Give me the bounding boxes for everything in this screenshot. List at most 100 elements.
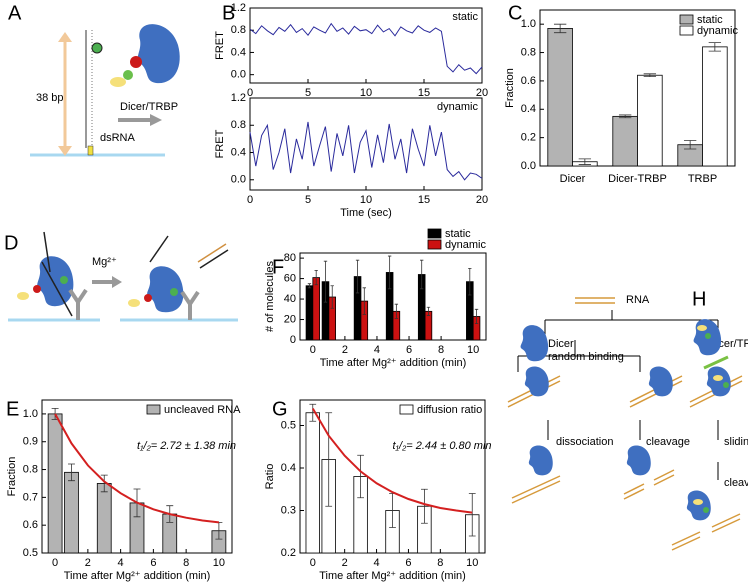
y-tick-label: 0.8 bbox=[521, 46, 536, 58]
legend-swatch bbox=[427, 228, 442, 239]
x-tick-label: 0 bbox=[52, 557, 58, 569]
diagram-text: dsRNA bbox=[100, 132, 136, 144]
error-bar bbox=[314, 270, 318, 286]
y-tick-label: 0.8 bbox=[23, 463, 38, 475]
y-tick-label: 1.0 bbox=[521, 18, 536, 30]
bar bbox=[305, 285, 314, 341]
legend-swatch bbox=[679, 25, 694, 36]
x-tick-label: 2 bbox=[342, 344, 348, 356]
y-axis-label: Ratio bbox=[264, 464, 276, 490]
legend-label: static bbox=[697, 14, 723, 26]
bar bbox=[637, 74, 663, 167]
x-tick-label: 10 bbox=[360, 87, 372, 99]
y-tick-label: 0.3 bbox=[281, 504, 296, 516]
y-tick-label: 20 bbox=[284, 313, 296, 325]
y-axis-label: Fraction bbox=[6, 457, 18, 497]
error-bar bbox=[420, 259, 424, 290]
trace bbox=[249, 22, 483, 75]
y-tick-label: 1.2 bbox=[231, 92, 246, 104]
x-tick-label: 2 bbox=[85, 557, 91, 569]
diagram-a: 38 bp dsRNA Dicer/TRBP bbox=[30, 24, 180, 157]
x-axis-label: Time after Mg²⁺ addition (min) bbox=[319, 570, 466, 582]
y-tick-label: 40 bbox=[284, 293, 296, 305]
error-bar bbox=[330, 285, 334, 309]
x-tick-label: 5 bbox=[305, 87, 311, 99]
diagram-text: 38 bp bbox=[36, 92, 64, 104]
diagram-text: Dicer bbox=[548, 338, 574, 350]
series-label: static bbox=[452, 11, 478, 23]
bar bbox=[702, 46, 728, 167]
panel-label: A bbox=[8, 2, 22, 24]
fit-curve bbox=[54, 413, 220, 524]
y-axis-label: # of molecules bbox=[264, 261, 276, 332]
y-tick-label: 0 bbox=[290, 334, 296, 346]
x-tick-label: 6 bbox=[406, 344, 412, 356]
x-tick-label: 10 bbox=[467, 344, 479, 356]
diagram-h: RNA Dicer random binding Dicer/TRBP diss… bbox=[507, 294, 748, 551]
bar bbox=[47, 413, 63, 554]
diagram-text: sliding bbox=[724, 436, 748, 448]
diagram-text: random binding bbox=[548, 351, 624, 363]
y-tick-label: 0.6 bbox=[23, 519, 38, 531]
legend-swatch bbox=[146, 404, 161, 415]
y-tick-label: 0.9 bbox=[23, 436, 38, 448]
legend-label: diffusion ratio bbox=[417, 404, 482, 416]
panel-label: E bbox=[6, 398, 19, 420]
bar bbox=[96, 483, 112, 554]
x-tick-label: 8 bbox=[437, 557, 443, 569]
diagram-text: RNA bbox=[626, 294, 650, 306]
x-tick-label: 10 bbox=[360, 194, 372, 206]
diagram-text: Dicer/TRBP bbox=[120, 101, 178, 113]
error-bar bbox=[468, 267, 472, 296]
x-axis-label: Time (sec) bbox=[340, 207, 392, 219]
annotation: t₁/₂= 2.44 ± 0.80 min bbox=[393, 440, 492, 452]
legend-label: dynamic bbox=[697, 25, 738, 37]
legend-label: static bbox=[445, 228, 471, 240]
x-axis-label: Time after Mg²⁺ addition (min) bbox=[64, 570, 211, 582]
y-tick-label: 0.4 bbox=[521, 103, 536, 115]
y-tick-label: 0.6 bbox=[521, 75, 536, 87]
legend-swatch bbox=[679, 14, 694, 25]
y-tick-label: 0.4 bbox=[231, 146, 246, 158]
x-tick-label: 4 bbox=[374, 344, 380, 356]
x-tick-label: 15 bbox=[418, 87, 430, 99]
diagram-text: Mg²⁺ bbox=[92, 256, 117, 268]
y-tick-label: 60 bbox=[284, 272, 296, 284]
y-tick-label: 0.4 bbox=[231, 46, 246, 58]
error-bar bbox=[357, 454, 364, 499]
error-bar bbox=[323, 260, 328, 303]
x-tick-label: 10 bbox=[466, 557, 478, 569]
y-axis-label: Fraction bbox=[504, 68, 516, 108]
legend-label: dynamic bbox=[445, 239, 486, 251]
diagram-d: Mg²⁺ bbox=[8, 231, 238, 322]
x-tick-label: 15 bbox=[418, 194, 430, 206]
bar bbox=[612, 115, 638, 167]
bar bbox=[547, 28, 573, 167]
x-tick-label: 4 bbox=[118, 557, 124, 569]
y-tick-label: 0.7 bbox=[23, 491, 38, 503]
series-label: dynamic bbox=[437, 101, 478, 113]
x-tick-label: 20 bbox=[476, 194, 488, 206]
x-tick-label: 8 bbox=[438, 344, 444, 356]
error-bar bbox=[618, 114, 632, 119]
error-bar bbox=[708, 42, 722, 52]
x-tick-label: 20 bbox=[476, 87, 488, 99]
panel-label: G bbox=[272, 398, 288, 420]
y-tick-label: 0.0 bbox=[231, 69, 246, 81]
legend-swatch bbox=[399, 404, 414, 415]
error-bar bbox=[100, 474, 108, 493]
x-tick-label: 4 bbox=[373, 557, 379, 569]
panel-label: F bbox=[272, 256, 284, 278]
x-tick-label: Dicer-TRBP bbox=[608, 173, 667, 185]
error-bar bbox=[68, 463, 75, 482]
error-bar bbox=[643, 73, 657, 78]
error-bar bbox=[474, 308, 479, 325]
y-tick-label: 0.8 bbox=[231, 24, 246, 36]
fit-curve bbox=[311, 407, 473, 514]
bar bbox=[312, 277, 320, 341]
y-tick-label: 1.2 bbox=[231, 2, 246, 14]
error-bar bbox=[394, 303, 399, 319]
x-tick-label: Dicer bbox=[560, 173, 586, 185]
x-tick-label: TRBP bbox=[688, 173, 717, 185]
